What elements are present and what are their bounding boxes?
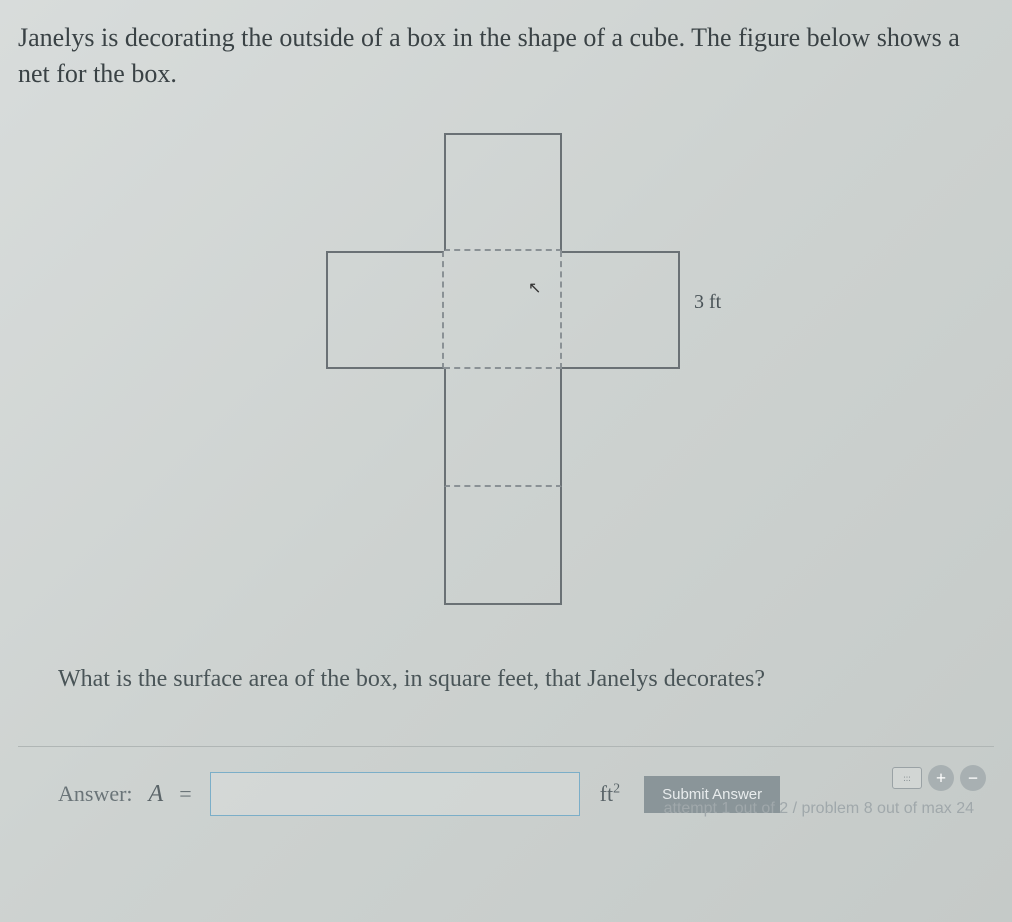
unit-label: ft2 [600, 781, 620, 807]
cube-net-diagram: ↖ 3 ft [206, 123, 806, 643]
net-cell-bottom [444, 487, 562, 605]
answer-variable: A [149, 781, 164, 808]
net-cell-mid2 [562, 251, 680, 369]
net-cell-top [444, 133, 562, 251]
answer-label: Answer: [58, 781, 133, 807]
zoom-out-icon[interactable]: − [960, 765, 986, 791]
answer-input[interactable] [210, 772, 580, 816]
answer-section: ::: + − Answer: A = ft2 Submit Answer at… [18, 746, 994, 826]
net-cell-left [326, 251, 444, 369]
cursor-arrow-icon: ↖ [528, 278, 541, 298]
toolbar-icons: ::: + − [892, 765, 986, 791]
net-cell-below [444, 369, 562, 487]
dimension-label: 3 ft [694, 291, 721, 314]
problem-intro-text: Janelys is decorating the outside of a b… [18, 20, 994, 93]
answer-equals: = [179, 781, 191, 807]
problem-question-text: What is the surface area of the box, in … [18, 663, 994, 697]
zoom-in-icon[interactable]: + [928, 765, 954, 791]
keyboard-icon[interactable]: ::: [892, 767, 922, 789]
attempt-info: attempt 1 out of 2 / problem 8 out of ma… [664, 800, 974, 818]
net-cell-mid1 [444, 251, 562, 369]
